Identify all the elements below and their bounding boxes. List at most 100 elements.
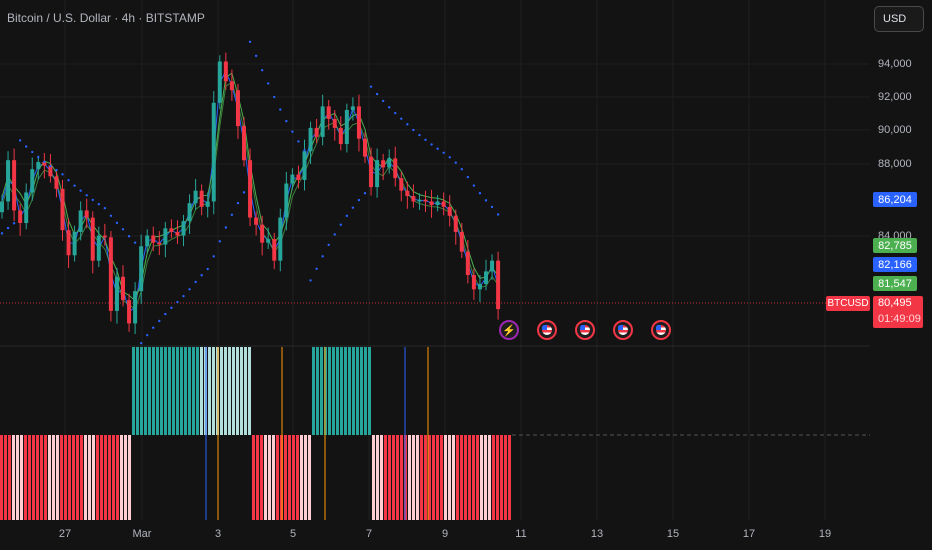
sar-dot (164, 312, 167, 316)
candle-body (338, 127, 343, 145)
histogram-bar (200, 347, 203, 435)
sar-dot (315, 267, 318, 270)
sar-dot (490, 205, 494, 209)
last-price-label: 80,495 01:49:09 (873, 296, 923, 328)
histogram-bar (180, 347, 183, 435)
histogram-bar (488, 435, 491, 520)
sar-dot (158, 319, 161, 323)
histogram-bar (432, 435, 435, 520)
candle-body (248, 160, 253, 218)
candle-body (78, 210, 83, 232)
sar-dot (55, 168, 58, 172)
sar-dot (115, 221, 119, 225)
last-price-value: 80,495 (878, 297, 912, 309)
histogram-bar (444, 435, 447, 520)
sar-dot (176, 300, 179, 304)
histogram-bar (40, 435, 43, 520)
histogram-bar (140, 347, 143, 435)
histogram-bar (100, 435, 103, 520)
candle-body (314, 127, 319, 137)
candle-body (217, 61, 222, 103)
candle-body (344, 109, 349, 145)
candle-body (60, 188, 65, 231)
sar-dot (267, 82, 270, 85)
us-flag-icon[interactable] (651, 320, 671, 340)
candle-body (30, 169, 35, 193)
sar-dot (381, 99, 385, 103)
histogram-bar (84, 435, 87, 520)
sar-dot (218, 240, 221, 243)
sar-dot (472, 184, 476, 187)
sar-dot (43, 160, 46, 164)
sar-dot (49, 164, 52, 168)
sar-dot (236, 201, 240, 205)
sar-dot (260, 69, 264, 72)
sar-dot (133, 241, 137, 244)
currency-button[interactable]: USD (874, 6, 924, 32)
sar-dot (418, 133, 421, 137)
sar-dot (279, 108, 282, 111)
symbol-price-tag: BTCUSD (826, 296, 870, 311)
histogram-bar (388, 435, 391, 520)
histogram-bar (356, 347, 359, 435)
sar-dot (406, 123, 409, 126)
histogram-bar (352, 347, 355, 435)
histogram-bar (148, 347, 151, 435)
candle-body (356, 106, 361, 139)
sar-dot (248, 40, 252, 43)
histogram-bar (72, 435, 75, 520)
candle-body (205, 201, 210, 207)
us-flag-icon[interactable] (575, 320, 595, 340)
symbol-title[interactable]: Bitcoin / U.S. Dollar · 4h · BITSTAMP (7, 11, 205, 25)
sar-dot (466, 175, 470, 179)
histogram-bar (132, 347, 135, 435)
sar-dot (327, 243, 330, 247)
histogram-bar (424, 435, 427, 520)
candle-body (465, 251, 470, 276)
candle-body (393, 158, 398, 179)
sar-dot (0, 232, 4, 235)
us-flag-icon[interactable] (537, 320, 557, 340)
candlestick-series (0, 52, 501, 335)
candle-body (90, 217, 95, 261)
histogram-bar (364, 347, 367, 435)
histogram-bar (292, 435, 295, 520)
sar-dot (254, 54, 258, 58)
sar-dot (345, 214, 349, 218)
histogram-bar (232, 347, 235, 435)
time-tick: 19 (818, 528, 832, 540)
lightning-icon[interactable]: ⚡ (499, 320, 519, 340)
sar-dot (67, 179, 70, 182)
histogram-bar (164, 347, 167, 435)
candle-body (223, 61, 228, 82)
histogram-bar (136, 347, 139, 435)
histogram-bar (384, 435, 387, 520)
sar-price-label: 86,204 (873, 192, 917, 207)
time-tick: 5 (289, 528, 297, 540)
sar-dot (206, 267, 209, 271)
sar-dot (139, 341, 143, 345)
histogram-bar (504, 435, 507, 520)
us-flag-icon[interactable] (613, 320, 633, 340)
candle-body (163, 228, 168, 245)
sar-dot (31, 150, 34, 154)
sar-dot (291, 130, 294, 133)
candle-body (12, 160, 17, 211)
histogram-bar (288, 435, 291, 520)
candle-body (375, 160, 380, 188)
sar-dot (375, 92, 379, 96)
histogram-bar (12, 435, 15, 520)
candle-body (72, 231, 77, 256)
candle-body (181, 221, 186, 236)
chart-grid (0, 0, 870, 520)
candle-body (350, 106, 355, 110)
histogram-bar (252, 435, 255, 520)
candle-body (484, 271, 488, 284)
candle-body (453, 215, 458, 232)
histogram-bar (52, 435, 55, 520)
histogram-bar (372, 435, 375, 520)
candle-body (308, 127, 313, 152)
histogram-bar (172, 347, 175, 435)
histogram-bar (464, 435, 467, 520)
